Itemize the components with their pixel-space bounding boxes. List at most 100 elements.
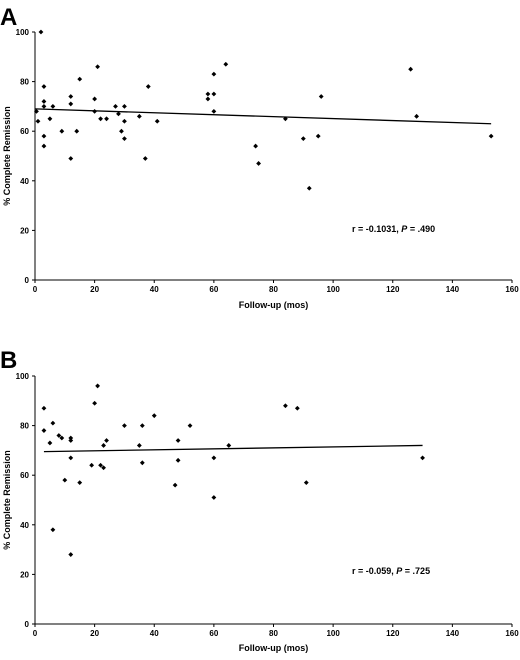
data-point <box>113 104 118 109</box>
data-point <box>315 133 321 139</box>
data-point <box>211 108 217 114</box>
data-point <box>211 71 217 77</box>
data-point <box>89 462 95 468</box>
x-tick-label: 60 <box>209 285 218 294</box>
data-point <box>34 108 39 114</box>
y-tick-label: 60 <box>20 127 29 136</box>
panel-letter: A <box>0 4 17 31</box>
data-point <box>175 438 181 443</box>
data-point <box>41 84 47 89</box>
data-point <box>172 482 178 488</box>
x-tick-label: 0 <box>33 629 38 638</box>
data-point <box>136 443 142 448</box>
data-point <box>226 443 232 448</box>
x-tick-label: 40 <box>150 629 159 638</box>
data-point <box>101 443 106 448</box>
data-point <box>211 91 217 97</box>
x-tick-label: 80 <box>269 285 278 294</box>
data-point <box>101 465 106 471</box>
data-point <box>122 118 127 124</box>
data-point <box>151 413 157 419</box>
data-point <box>41 133 47 139</box>
y-tick-label: 40 <box>20 521 29 530</box>
x-tick-label: 100 <box>326 285 340 294</box>
data-point <box>62 477 68 483</box>
data-point <box>77 480 83 486</box>
x-tick-label: 140 <box>446 285 460 294</box>
correlation-annotation: r = -0.1031, P = .490 <box>352 224 435 234</box>
y-axis-label: % Complete Remission <box>2 106 12 206</box>
data-point <box>420 455 425 461</box>
x-tick-label: 60 <box>209 629 218 638</box>
x-tick-label: 40 <box>150 285 159 294</box>
y-tick-label: 100 <box>16 28 30 37</box>
data-point <box>205 96 211 102</box>
x-axis-label: Follow-up (mos) <box>239 643 309 653</box>
correlation-annotation: r = -0.059, P = .725 <box>352 566 430 576</box>
trend-line <box>34 108 492 125</box>
data-point <box>95 383 101 389</box>
data-point <box>119 128 124 134</box>
data-point <box>50 527 56 533</box>
data-point <box>74 128 80 134</box>
data-point <box>283 403 288 409</box>
data-point <box>253 143 259 149</box>
data-point <box>122 136 127 142</box>
data-point <box>41 99 47 104</box>
x-tick-label: 20 <box>90 629 99 638</box>
data-point <box>104 438 109 443</box>
data-point <box>68 435 74 441</box>
data-point <box>50 104 56 109</box>
data-point <box>256 161 261 166</box>
data-point <box>38 29 44 35</box>
data-point <box>59 435 65 441</box>
y-tick-label: 20 <box>20 226 29 235</box>
data-point <box>68 94 74 99</box>
data-point <box>47 440 53 446</box>
y-tick-label: 0 <box>25 620 30 629</box>
data-point <box>139 460 145 466</box>
data-point <box>306 185 312 191</box>
data-point <box>318 94 324 99</box>
data-point <box>294 405 300 411</box>
x-tick-label: 120 <box>386 285 400 294</box>
data-point <box>41 104 47 109</box>
data-point <box>92 400 98 406</box>
data-point <box>68 156 74 161</box>
y-axis-label: % Complete Remission <box>2 450 12 550</box>
data-point <box>104 116 109 122</box>
data-point <box>35 118 41 124</box>
data-point <box>283 116 288 122</box>
y-tick-label: 100 <box>16 372 30 381</box>
data-point <box>98 116 103 122</box>
data-point <box>122 423 127 428</box>
data-point <box>68 455 74 461</box>
data-point <box>68 438 74 443</box>
chart-panel-b: B 0 20 40 60 80 100 0 20 40 60 80 100 120 140 160 Follow… <box>0 347 519 653</box>
y-tick-label: 80 <box>20 422 29 431</box>
data-point <box>187 423 193 428</box>
y-tick-label: 40 <box>20 177 29 186</box>
data-point <box>41 405 47 411</box>
data-point <box>211 495 217 500</box>
data-point <box>136 113 142 119</box>
x-tick-label: 120 <box>386 629 400 638</box>
trend-line <box>43 444 423 453</box>
data-point <box>139 423 145 428</box>
data-point <box>211 455 217 461</box>
data-point <box>68 552 74 557</box>
panel-letter: B <box>0 347 17 374</box>
data-point <box>116 111 121 117</box>
data-point <box>95 64 101 70</box>
data-point <box>145 84 151 89</box>
x-tick-label: 20 <box>90 285 99 294</box>
data-point <box>77 76 83 82</box>
data-point <box>41 428 47 433</box>
y-tick-label: 60 <box>20 471 29 480</box>
data-point <box>300 136 306 142</box>
data-point <box>92 108 98 114</box>
chart-panel-a: A 0 20 40 60 80 100 0 20 40 60 80 100 120 140 160 Follow… <box>0 4 519 310</box>
data-point <box>303 480 309 486</box>
data-point <box>41 143 47 149</box>
